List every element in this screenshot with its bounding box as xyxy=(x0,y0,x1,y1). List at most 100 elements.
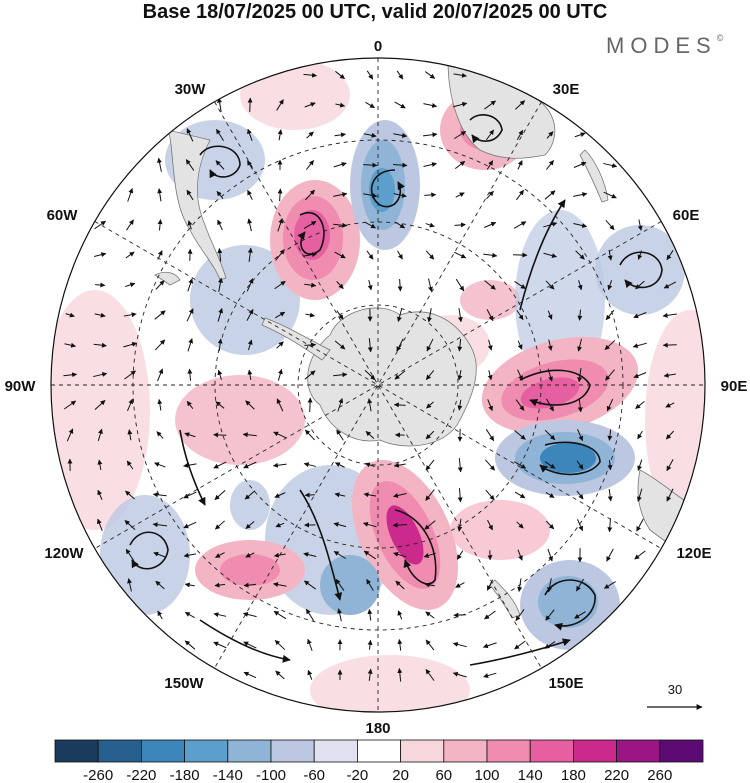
wind-vector xyxy=(214,582,226,588)
wind-vector xyxy=(545,280,555,290)
wind-vector xyxy=(363,492,377,498)
lon-label-90e: 90E xyxy=(721,378,748,395)
streamline xyxy=(297,212,325,255)
wind-vector xyxy=(333,222,348,228)
lon-label-120e: 120E xyxy=(676,545,711,562)
wind-vector xyxy=(183,491,197,499)
wind-vector xyxy=(214,520,225,530)
wind-vector xyxy=(424,192,437,198)
wind-vector xyxy=(362,521,377,528)
wind-vector xyxy=(247,160,253,170)
wind-vector xyxy=(303,252,318,258)
colorbar-cell xyxy=(270,739,315,763)
wind-vector xyxy=(66,428,74,442)
wind-vector xyxy=(125,490,135,500)
anomaly-positive-region xyxy=(240,60,350,130)
colorbar-label: -180 xyxy=(170,767,200,783)
wind-vector xyxy=(247,97,253,112)
streamline xyxy=(469,114,503,144)
wind-vector xyxy=(303,220,317,230)
wind-vector xyxy=(636,488,643,502)
wind-vector xyxy=(307,669,313,680)
wind-vector xyxy=(127,398,134,412)
wind-vector xyxy=(185,159,195,171)
wind-vector xyxy=(213,641,227,649)
wind-vector xyxy=(486,160,494,170)
wind-vector xyxy=(393,493,407,498)
wind-vector xyxy=(544,190,556,200)
wind-vector xyxy=(97,489,103,500)
wind-vector xyxy=(456,550,464,560)
wind-vector xyxy=(97,518,103,532)
wind-vector xyxy=(633,312,647,319)
wind-vector xyxy=(632,342,647,349)
colorbar-label: 60 xyxy=(435,767,452,783)
wind-vector xyxy=(487,339,493,351)
wind-vector xyxy=(217,277,223,292)
wind-vector xyxy=(335,70,345,80)
wind-vector xyxy=(425,668,435,681)
wind-vector xyxy=(124,282,136,288)
graticule xyxy=(51,58,705,712)
wind-vector xyxy=(215,552,225,558)
wind-vector xyxy=(485,429,495,442)
wind-vector xyxy=(663,372,676,378)
colorbar-cell xyxy=(400,739,445,763)
wind-vector xyxy=(126,460,134,470)
wind-vector xyxy=(573,161,587,168)
wind-vector xyxy=(484,100,496,110)
wind-vector xyxy=(453,101,468,108)
wind-vector xyxy=(367,608,373,621)
wind-vector xyxy=(455,582,465,588)
wind-vector xyxy=(337,608,343,622)
wind-vector xyxy=(243,671,257,679)
wind-vector xyxy=(576,460,584,470)
wind-vector xyxy=(247,339,253,351)
wind-vector xyxy=(514,100,526,110)
wind-vector xyxy=(187,368,193,381)
wind-vector xyxy=(603,581,616,589)
wind-vector xyxy=(425,459,435,471)
wind-vector xyxy=(304,282,317,288)
wind-vector xyxy=(95,282,106,288)
wind-vector xyxy=(333,372,348,378)
wind-vector xyxy=(483,672,497,678)
wind-vector xyxy=(186,400,194,410)
map-boundary xyxy=(50,57,706,713)
colorbar-cell xyxy=(184,739,229,763)
wind-vector xyxy=(277,129,283,141)
brand-logo: MODES© xyxy=(606,33,723,59)
wind-vector xyxy=(187,338,194,352)
streamline xyxy=(469,638,571,666)
anomaly-high-pacific xyxy=(352,460,458,610)
wind-vector xyxy=(157,157,162,172)
antarctica xyxy=(307,307,477,447)
wind-vector xyxy=(272,462,287,468)
wind-vector xyxy=(183,552,197,558)
colorbar-label: 220 xyxy=(604,767,629,783)
wind-vector xyxy=(154,339,166,351)
anomaly-positive-region xyxy=(175,375,305,465)
wind-vector xyxy=(247,369,253,381)
wind-vector xyxy=(335,102,346,108)
wind-vector xyxy=(577,519,583,532)
streamline xyxy=(199,145,241,179)
wind-vector xyxy=(366,250,374,260)
wind-vector xyxy=(425,250,435,260)
wind-vector xyxy=(94,312,106,318)
wind-vector xyxy=(304,370,316,380)
wind-vector xyxy=(457,488,463,503)
wind-vector xyxy=(514,640,526,650)
wind-vector xyxy=(397,279,403,292)
wind-vector xyxy=(665,430,675,440)
wind-vector xyxy=(577,429,583,442)
wind-vector xyxy=(515,399,525,411)
anomaly-high-east-pacific xyxy=(195,540,305,600)
wind-vector xyxy=(635,401,645,409)
wind-vector xyxy=(275,670,285,680)
wind-vector xyxy=(425,489,435,501)
colorbar-cells xyxy=(54,739,704,763)
colorbar-label: 100 xyxy=(474,767,499,783)
lon-label-90w: 90W xyxy=(5,378,37,395)
anomaly-positive-region xyxy=(450,500,550,560)
